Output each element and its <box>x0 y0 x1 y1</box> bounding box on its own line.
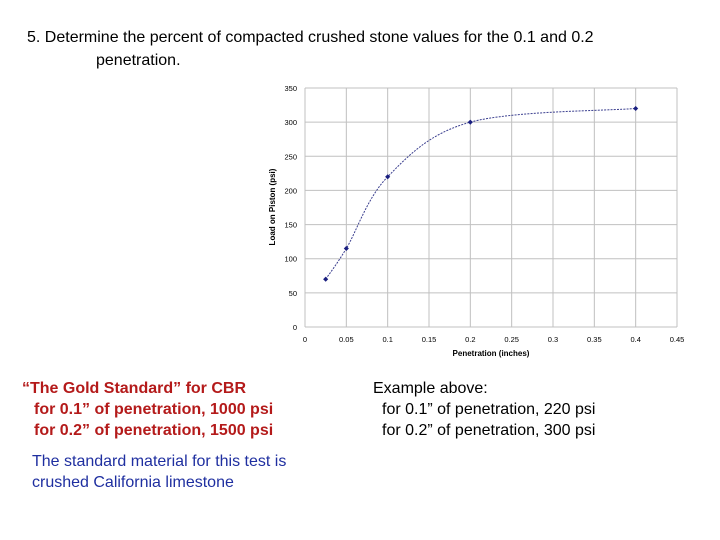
x-tick-label: 0 <box>303 335 307 344</box>
example-block: Example above: for 0.1” of penetration, … <box>373 378 703 441</box>
data-point <box>385 174 391 180</box>
data-point <box>323 276 329 282</box>
series-curve <box>325 107 636 280</box>
material-note: The standard material for this test is c… <box>32 451 352 493</box>
tick-layer: 0 0.05 0.1 0.15 0.2 0.25 0.3 0.35 0.4 0.45 0 50 100 1… <box>284 84 684 344</box>
y-tick-label: 50 <box>289 289 297 298</box>
gold-standard-line-2: for 0.2” of penetration, 1500 psi <box>34 422 274 439</box>
gold-standard-line-1: for 0.1” of penetration, 1000 psi <box>34 401 274 418</box>
gold-standard-title: “The Gold Standard” for CBR <box>22 380 246 397</box>
y-tick-label: 300 <box>284 118 297 127</box>
chart-svg: 0 0.05 0.1 0.15 0.2 0.25 0.3 0.35 0.4 0.45 0 50 100 1… <box>268 84 684 358</box>
example-title: Example above: <box>373 380 488 397</box>
example-line-1: for 0.1” of penetration, 220 psi <box>382 401 596 418</box>
y-tick-label: 0 <box>293 323 297 332</box>
x-tick-label: 0.25 <box>504 335 519 344</box>
y-tick-label: 150 <box>284 221 297 230</box>
y-tick-label: 200 <box>284 186 297 195</box>
x-tick-label: 0.4 <box>630 335 640 344</box>
data-point <box>467 119 473 125</box>
grid-layer <box>304 87 678 328</box>
y-axis-title: Load on Piston (psi) <box>268 168 277 245</box>
slide-heading: 5. Determine the percent of compacted cr… <box>27 26 707 72</box>
material-line-1: The standard material for this test is <box>32 453 287 470</box>
y-tick-label: 350 <box>284 84 297 93</box>
y-tick-label: 100 <box>284 255 297 264</box>
gold-standard-block: “The Gold Standard” for CBR for 0.1” of … <box>22 378 352 441</box>
x-tick-label: 0.2 <box>465 335 475 344</box>
point-layer <box>323 105 639 282</box>
x-tick-label: 0.05 <box>339 335 354 344</box>
heading-line-1: 5. Determine the percent of compacted cr… <box>27 29 594 46</box>
heading-line-2: penetration. <box>96 52 181 69</box>
example-line-2: for 0.2” of penetration, 300 psi <box>382 422 596 439</box>
cbr-chart: 0 0.05 0.1 0.15 0.2 0.25 0.3 0.35 0.4 0.45 0 50 100 1… <box>264 78 720 368</box>
material-line-2: crushed California limestone <box>32 474 234 491</box>
x-tick-label: 0.45 <box>670 335 685 344</box>
x-tick-label: 0.35 <box>587 335 602 344</box>
x-tick-label: 0.3 <box>548 335 558 344</box>
x-tick-label: 0.15 <box>422 335 437 344</box>
data-point <box>633 105 639 112</box>
data-point <box>343 245 349 252</box>
x-axis-title: Penetration (inches) <box>453 349 530 358</box>
y-tick-label: 250 <box>284 152 297 161</box>
x-tick-label: 0.1 <box>382 335 392 344</box>
